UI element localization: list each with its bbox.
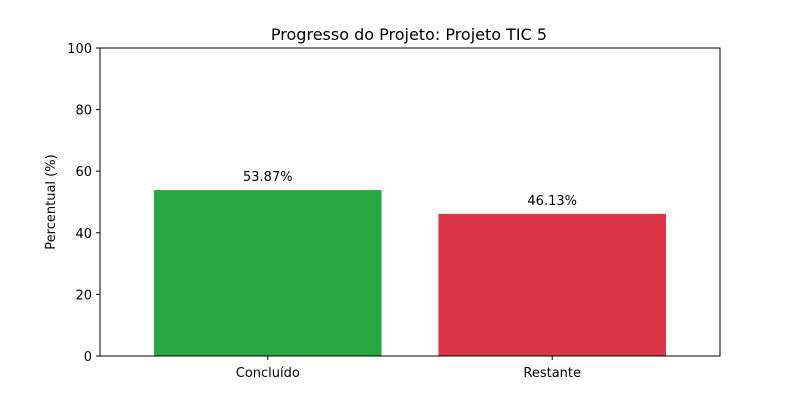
- x-axis-ticks: Concluído Restante: [236, 356, 581, 381]
- y-tick-label-3: 60: [75, 165, 92, 180]
- bars: [154, 190, 666, 356]
- data-label-1: 46.13%: [527, 194, 577, 209]
- bar-0: [154, 190, 382, 356]
- x-tick-label-1: Restante: [523, 366, 581, 381]
- plot-frame: [99, 47, 721, 357]
- y-axis-ticks: 0 20 40 60 80 100: [67, 42, 100, 365]
- y-axis-label: Percentual (%): [44, 154, 59, 249]
- x-tick-label-0: Concluído: [236, 366, 300, 381]
- y-tick-label-5: 100: [67, 42, 92, 57]
- y-tick-label-1: 20: [75, 288, 92, 303]
- y-tick-label-0: 0: [84, 350, 92, 365]
- y-tick-label-2: 40: [75, 227, 92, 242]
- data-label-0: 53.87%: [243, 170, 293, 185]
- y-tick-label-4: 80: [75, 104, 92, 119]
- chart-title: Progresso do Projeto: Projeto TIC 5: [271, 25, 547, 44]
- data-labels: 53.87% 46.13%: [243, 170, 577, 209]
- bar-1: [438, 213, 666, 356]
